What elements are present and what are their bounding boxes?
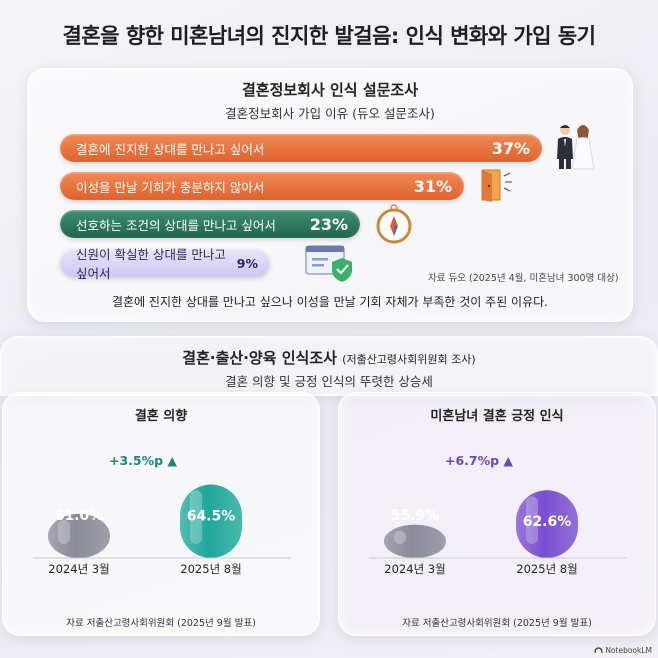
bar-serious-partner: 결혼에 진지한 상대를 만나고 싶어서 37% — [60, 134, 542, 162]
bar-value: 37% — [491, 138, 530, 158]
change-label: +6.7%p ▲ — [445, 453, 513, 468]
bar-verified-identity: 신원이 확실한 상대를 만나고 싶어서 9% — [60, 247, 270, 281]
marriage-positive-card: 미혼남녀 결혼 긍정 인식 55.9% 2024년 3월 62.6% 2025년 8월… — [338, 392, 656, 636]
bar-value-label: 62.6% — [523, 514, 572, 530]
notebooklm-watermark: NotebookLM — [594, 646, 652, 655]
card-source: 자료 저출산고령사회위원회 (2025년 9월 발표) — [66, 618, 256, 629]
category-label: 2025년 8월 — [516, 562, 577, 576]
bar-value: 23% — [309, 214, 348, 234]
survey-subtitle: 결혼정보회사 가입 이유 (듀오 설문조사) — [225, 106, 435, 121]
gov-survey-subtitle: 결혼 의향 및 긍정 인식의 뚜렷한 상승세 — [225, 374, 433, 389]
gov-title-main: 결혼·출산·양육 인식조사 — [182, 349, 337, 367]
bar-preferred-conditions: 선호하는 조건의 상대를 만나고 싶어서 23% — [60, 210, 360, 238]
survey-source: 자료 듀오 (2025년 4월, 미혼남녀 300명 대상) — [428, 273, 619, 284]
category-label: 2024년 3월 — [384, 562, 445, 576]
bar-label: 선호하는 조건의 상대를 만나고 싶어서 — [76, 217, 276, 233]
bar-value: 9% — [236, 255, 258, 271]
gov-survey-title: 결혼·출산·양육 인식조사 (저출산고령사회위원회 조사) — [1, 347, 657, 368]
gov-title-note: (저출산고령사회위원회 조사) — [342, 353, 476, 366]
wedding-couple-icon — [557, 125, 595, 170]
notebooklm-logo-icon — [594, 647, 603, 654]
bar-label: 이성을 만날 기회가 충분하지 않아서 — [76, 179, 265, 195]
survey-panel: 결혼정보회사 인식 설문조사 결혼정보회사 가입 이유 (듀오 설문조사) 결혼… — [27, 68, 633, 322]
bar-highlight — [190, 490, 202, 544]
page-title: 결혼을 향한 미혼남녀의 진지한 발걸음: 인식 변화와 가입 동기 — [62, 24, 596, 48]
bar-label: 결혼에 진지한 상대를 만나고 싶어서 — [76, 141, 265, 157]
compass-icon — [376, 204, 412, 244]
category-label: 2025년 8월 — [180, 562, 241, 576]
bar-value-label: 61.0% — [55, 508, 104, 524]
bar-value-label: 55.9% — [391, 508, 440, 524]
bar-0 — [384, 524, 446, 558]
bar-value-label: 64.5% — [187, 509, 236, 525]
marriage-positive-chart: 55.9% 2024년 3월 62.6% 2025년 8월 +6.7%p ▲ — [369, 453, 627, 576]
survey-title: 결혼정보회사 인식 설문조사 — [241, 81, 419, 99]
card-title: 결혼 의향 — [134, 409, 188, 424]
card-source: 자료 저출산고령사회위원회 (2025년 9월 발표) — [402, 618, 592, 629]
bar-highlight — [394, 530, 406, 544]
bar-label: 신원이 확실한 상대를 만나고 싶어서 — [76, 247, 226, 281]
gov-survey-header: 결혼·출산·양육 인식조사 (저출산고령사회위원회 조사) 결혼 의향 및 긍정… — [0, 336, 658, 396]
marriage-intention-card: 결혼 의향 61.0% 2024년 3월 64.5% 2025년 8월 +3.5%p ▲… — [2, 392, 320, 636]
bar-1 — [180, 484, 242, 558]
watermark-text: NotebookLM — [605, 646, 652, 655]
bar-1 — [516, 490, 578, 558]
bar-highlight — [58, 519, 70, 544]
category-label: 2024년 3월 — [48, 562, 109, 576]
bar-highlight — [526, 496, 538, 544]
card-title: 미혼남녀 결혼 긍정 인식 — [430, 409, 564, 424]
bar-0 — [48, 513, 110, 558]
verified-profile-icon — [305, 245, 352, 282]
marriage-intention-chart: 61.0% 2024년 3월 64.5% 2025년 8월 +3.5%p ▲ — [33, 453, 291, 576]
open-door-icon — [481, 169, 512, 202]
change-label: +3.5%p ▲ — [109, 453, 177, 468]
survey-summary: 결혼에 진지한 상대를 만나고 싶으나 이성을 만날 기회 자체가 부족한 것이… — [112, 295, 548, 309]
bar-lack-of-opportunity: 이성을 만날 기회가 충분하지 않아서 31% — [60, 172, 464, 200]
bar-value: 31% — [413, 176, 452, 196]
